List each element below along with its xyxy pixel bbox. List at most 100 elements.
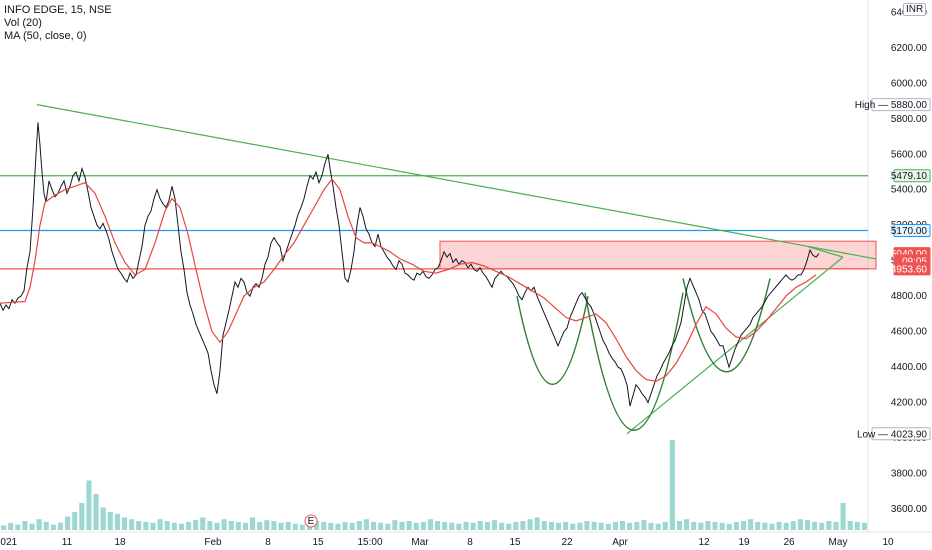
arc-pattern[interactable] [584, 292, 684, 431]
volume-bar [86, 480, 92, 530]
volume-bar [335, 523, 341, 530]
volume-bar [861, 522, 867, 530]
volume-bar [185, 521, 192, 530]
volume-bar [506, 523, 512, 530]
volume-bar [114, 513, 120, 530]
volume-bar [143, 521, 149, 530]
price-series-line[interactable] [0, 122, 820, 407]
trendline[interactable] [807, 245, 844, 258]
trendline[interactable] [626, 256, 844, 435]
volume-bar [278, 522, 284, 530]
volume-bar [79, 503, 85, 530]
time-tick-label: 8 [467, 537, 473, 548]
volume-bar [812, 521, 818, 530]
volume-bar [548, 521, 554, 530]
volume-bar [100, 507, 106, 530]
volume-bar [292, 523, 298, 530]
volume-bar [171, 522, 177, 530]
volume-bar [1, 525, 7, 530]
volume-bar [854, 521, 860, 530]
volume-bar [178, 523, 184, 530]
price-tag[interactable] [871, 427, 931, 441]
volume-bar [783, 522, 789, 530]
volume-bar [193, 520, 199, 530]
volume-bar [136, 521, 142, 530]
price-tag[interactable] [893, 262, 931, 276]
volume-bar [698, 522, 704, 530]
volume-bar [612, 521, 618, 530]
volume-bar [456, 523, 462, 530]
volume-bar [499, 522, 505, 530]
volume-bar [577, 522, 583, 530]
resistance-zone[interactable] [439, 240, 877, 270]
volume-bar [769, 523, 775, 530]
volume-bar [378, 522, 384, 530]
price-tag-text: 5170.00 [891, 226, 928, 237]
volume-bar [804, 520, 811, 530]
volume-bar [819, 522, 825, 530]
moving-average-line[interactable] [0, 178, 817, 382]
volume-bar [669, 440, 675, 530]
volume-bar [655, 523, 661, 530]
volume-bar [790, 521, 796, 530]
volume-bar [221, 519, 227, 530]
volume-bar [392, 520, 398, 530]
volume-bar [463, 521, 469, 530]
volume-bar [15, 524, 21, 530]
volume-bar [242, 522, 249, 530]
price-tag-text: High — 5880.00 [855, 100, 928, 111]
volume-bar [264, 520, 270, 530]
price-tick-label: 3800.00 [891, 468, 928, 479]
price-tick-label: 5600.00 [891, 149, 928, 160]
time-tick-label: 10 [882, 537, 894, 548]
price-tag-text: Low — 4023.90 [857, 429, 927, 440]
volume-bar [748, 519, 754, 530]
arc-pattern[interactable] [516, 296, 589, 385]
currency-badge[interactable]: INR [903, 3, 927, 16]
price-tag[interactable] [893, 169, 931, 183]
legend-symbol-title[interactable]: INFO EDGE, 15, NSE [4, 4, 112, 16]
volume-bar [65, 516, 71, 530]
volume-bar [406, 521, 412, 530]
time-tick-label: 15 [312, 537, 324, 548]
volume-bar [705, 521, 711, 530]
volume-bar [342, 521, 348, 530]
volume-bar [584, 521, 590, 530]
volume-bar [726, 523, 732, 530]
volume-bar [619, 521, 626, 530]
earnings-marker[interactable] [304, 514, 318, 528]
volume-bar [50, 524, 56, 530]
volume-bar [328, 522, 334, 530]
legend-volume[interactable]: Vol (20) [4, 17, 42, 29]
volume-bar [847, 521, 853, 530]
volume-bar [627, 522, 633, 530]
volume-bar [840, 503, 846, 530]
volume-bar [449, 522, 455, 530]
volume-bar [257, 521, 263, 530]
volume-bar [356, 521, 362, 530]
volume-bar [719, 522, 725, 530]
time-tick-label: 15:00 [357, 537, 382, 548]
volume-bar [520, 521, 526, 530]
price-tag[interactable] [893, 224, 931, 238]
volume-bar [228, 521, 234, 530]
time-tick-label: Feb [204, 537, 222, 548]
trendline[interactable] [36, 104, 877, 260]
volume-bar [413, 522, 419, 530]
volume-bar [684, 519, 690, 530]
price-tick-label: 5800.00 [891, 114, 928, 125]
volume-bar [470, 522, 476, 530]
price-tag[interactable] [871, 98, 931, 112]
volume-bar [733, 521, 739, 530]
legend-moving-average[interactable]: MA (50, close, 0) [4, 30, 87, 42]
price-tag-text: 5479.10 [891, 171, 928, 182]
arc-pattern[interactable] [682, 278, 771, 373]
volume-bar [484, 521, 490, 530]
time-tick-label: 26 [783, 537, 795, 548]
volume-bar [43, 521, 49, 530]
volume-bar [648, 522, 654, 530]
volume-bar [691, 521, 697, 530]
volume-bar [442, 521, 448, 530]
volume-bar [591, 521, 597, 530]
